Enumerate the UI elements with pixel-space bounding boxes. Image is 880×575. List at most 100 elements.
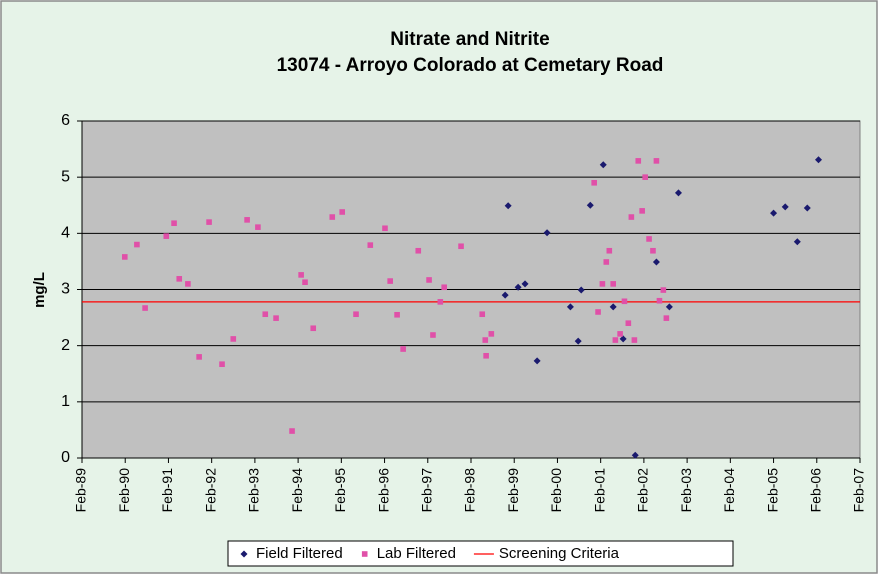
data-point [176,276,183,282]
data-point [603,259,610,265]
x-tick-label: Feb-07 [851,468,867,513]
data-point [770,209,778,217]
data-point [458,243,464,250]
data-point [793,238,801,246]
data-point [196,354,202,360]
data-point [482,337,489,343]
data-point [230,336,237,342]
data-point [591,179,597,186]
data-point [310,325,317,332]
data-point [595,309,601,315]
data-point [298,272,304,278]
data-point [504,202,512,210]
data-point [387,278,393,284]
data-point [501,291,509,299]
x-tick-label: Feb-95 [332,468,348,513]
data-point [577,286,585,294]
data-point [121,254,128,260]
x-tick-label: Feb-06 [807,468,823,513]
data-point [514,283,522,291]
data-point [642,174,648,180]
data-point [566,303,574,311]
data-point [185,281,191,287]
data-point [171,220,177,227]
x-tick-label: Feb-96 [375,468,391,513]
data-point [273,315,279,321]
x-tick-label: Feb-97 [418,468,434,513]
x-tick-label: Feb-98 [462,468,478,513]
data-point [430,332,436,338]
data-point [599,281,606,287]
x-tick-label: Feb-94 [289,468,305,513]
data-point [255,224,261,230]
data-point [533,357,541,365]
chart-subtitle: 13074 - Arroyo Colorado at Cemetary Road [277,55,664,76]
data-point [653,158,660,164]
data-point [665,303,673,311]
data-point [483,352,489,359]
data-point [631,337,638,343]
x-tick-label: Feb-03 [678,468,694,513]
legend-marker [361,551,368,557]
legend-marker [240,550,248,558]
data-point [367,242,374,248]
x-tick-label: Feb-91 [159,468,175,513]
y-tick-label: 1 [61,393,70,410]
data-point [660,287,667,293]
x-tick-label: Feb-00 [548,468,564,513]
y-tick-label: 0 [61,449,70,466]
x-tick-label: Feb-99 [505,468,521,513]
data-point [803,204,811,212]
data-point [612,337,619,343]
data-point [635,158,642,164]
data-point [656,297,663,304]
data-point [488,331,495,337]
x-tick-label: Feb-05 [764,468,780,513]
x-tick-label: Feb-89 [73,468,89,513]
data-point [610,281,617,287]
x-tick-label: Feb-92 [202,468,218,513]
data-point [617,331,623,337]
data-point [621,298,628,305]
data-point [543,229,551,237]
data-point [606,247,613,254]
y-tick-label: 3 [61,281,70,298]
data-point [289,428,295,434]
data-point [619,335,627,343]
data-point [479,311,486,318]
x-tick-label: Feb-90 [116,468,132,513]
data-point [163,233,170,239]
data-point [521,280,529,288]
data-point [609,303,617,311]
chart-title: Nitrate and Nitrite [390,29,549,50]
x-tick-label: Feb-01 [591,468,607,513]
data-point [650,247,656,254]
data-point [394,311,400,318]
data-point [674,189,682,197]
data-point [339,209,345,215]
data-point [574,337,582,345]
data-point [631,451,639,459]
data-point [426,277,432,283]
data-point [382,225,388,232]
data-point [599,161,607,169]
legend-label: Screening Criteria [499,545,620,562]
data-point [628,214,635,220]
data-point [437,299,444,305]
data-point [646,236,652,242]
y-tick-label: 2 [61,337,70,354]
data-point [639,208,645,214]
data-point [415,247,422,254]
legend-label: Lab Filtered [377,545,456,562]
legend-label: Field Filtered [256,545,343,562]
x-tick-label: Feb-02 [635,468,651,513]
x-tick-label: Feb-04 [721,468,737,513]
data-point [586,201,594,209]
data-point [134,241,140,248]
data-point [441,284,448,291]
data-point [142,305,148,311]
x-tick-label: Feb-93 [246,468,262,513]
data-point [302,279,308,285]
data-point [781,203,789,211]
